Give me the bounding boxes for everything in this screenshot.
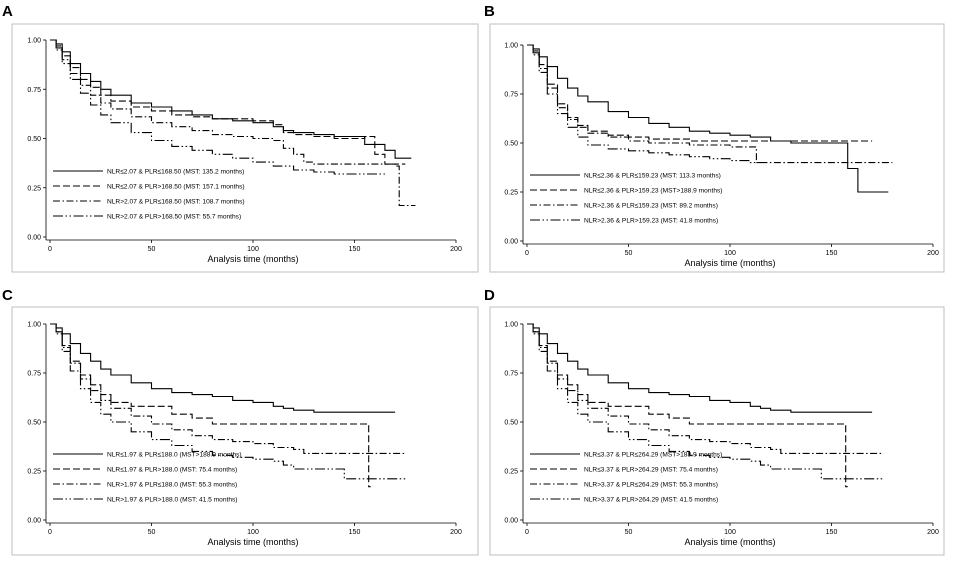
panel-frame xyxy=(11,23,479,273)
y-tick-label: 0.75 xyxy=(504,92,518,99)
x-tick-label: 0 xyxy=(48,246,52,253)
legend: NLR≤2.36 & PLR≤159.23 (MST: 113.3 months… xyxy=(530,172,723,224)
legend-label: NLR>3.37 & PLR≤264.29 (MST: 55.3 months) xyxy=(584,481,718,488)
x-tick-label: 0 xyxy=(48,529,52,536)
series-line-dashdot xyxy=(527,44,893,164)
legend-label: NLR≤2.07 & PLR>168.50 (MST: 157.1 months… xyxy=(107,183,245,190)
series-line-dashed xyxy=(50,39,406,165)
y-tick-label: 0.75 xyxy=(27,371,41,378)
x-tick-label: 50 xyxy=(148,529,156,536)
x-tick-label: 150 xyxy=(826,250,838,257)
legend: NLR≤3.37 & PLR≤264.29 (MST>188.9 months)… xyxy=(530,451,722,503)
x-tick-label: 200 xyxy=(450,246,462,253)
x-tick-label: 100 xyxy=(724,250,736,257)
y-tick-label: 0.50 xyxy=(27,420,41,427)
y-tick-label: 1.00 xyxy=(27,322,41,329)
legend-label: NLR≤1.97 & PLR≤188.0 (MST>188.9 months) xyxy=(107,451,242,458)
y-tick-label: 1.00 xyxy=(27,38,41,45)
y-tick-label: 0.50 xyxy=(504,420,518,427)
panel-label: D xyxy=(484,287,495,304)
x-tick-label: 200 xyxy=(927,529,939,536)
y-tick-label: 0.25 xyxy=(504,469,518,476)
series-line-dashdot xyxy=(50,323,406,454)
panel-frame xyxy=(489,23,945,273)
series-line-dashed xyxy=(527,323,848,488)
x-tick-label: 50 xyxy=(625,529,633,536)
panel-b: B 0.00 0.25 0.50 0.75 1.00 0 50 100 150 200 Analysi… xyxy=(484,3,945,273)
y-tick-label: 0.25 xyxy=(504,190,518,197)
legend-label: NLR≤3.37 & PLR≤264.29 (MST>188.9 months) xyxy=(584,451,722,458)
x-tick-label: 0 xyxy=(525,529,529,536)
panel-frame xyxy=(11,306,479,556)
y-tick-label: 0.00 xyxy=(27,235,41,242)
x-axis-title: Analysis time (months) xyxy=(684,258,775,268)
legend-label: NLR>2.36 & PLR≤159.23 (MST: 89.2 months) xyxy=(584,202,718,209)
x-tick-label: 200 xyxy=(927,250,939,257)
x-tick-label: 50 xyxy=(148,246,156,253)
legend-label: NLR≤2.36 & PLR>159.23 (MST>188.9 months) xyxy=(584,187,723,194)
panel-label: C xyxy=(2,287,13,304)
legend-label: NLR≤2.07 & PLR≤168.50 (MST: 135.2 months… xyxy=(107,168,244,175)
legend-label: NLR>1.97 & PLR>188.0 (MST: 41.5 months) xyxy=(107,496,237,503)
x-tick-label: 50 xyxy=(625,250,633,257)
panel-label: B xyxy=(484,3,495,20)
x-tick-label: 200 xyxy=(450,529,462,536)
y-tick-label: 0.75 xyxy=(504,371,518,378)
x-tick-label: 100 xyxy=(247,246,259,253)
y-tick-label: 0.00 xyxy=(504,518,518,525)
series-line-longdash xyxy=(527,44,761,164)
x-tick-label: 150 xyxy=(349,246,361,253)
x-axis-title: Analysis time (months) xyxy=(207,537,298,547)
series-line-solid xyxy=(50,323,396,413)
series-line-longdash xyxy=(50,323,406,480)
y-tick-label: 0.00 xyxy=(504,239,518,246)
y-tick-label: 0.00 xyxy=(27,518,41,525)
series-line-solid xyxy=(527,44,889,193)
x-tick-label: 100 xyxy=(247,529,259,536)
x-tick-label: 150 xyxy=(826,529,838,536)
y-tick-label: 0.25 xyxy=(27,469,41,476)
y-tick-label: 1.00 xyxy=(504,322,518,329)
panel-label: A xyxy=(2,3,13,20)
legend-label: NLR>1.97 & PLR≤188.0 (MST: 55.3 months) xyxy=(107,481,237,488)
series-line-dashdot xyxy=(527,323,883,454)
legend-label: NLR>2.07 & PLR≤168.50 (MST: 108.7 months… xyxy=(107,198,245,205)
legend-label: NLR≤1.97 & PLR>188.0 (MST: 75.4 months) xyxy=(107,466,237,473)
x-tick-label: 0 xyxy=(525,250,529,257)
legend-label: NLR≤2.36 & PLR≤159.23 (MST: 113.3 months… xyxy=(584,172,721,179)
series-line-longdash xyxy=(50,39,385,175)
series-line-dashdot xyxy=(50,39,416,207)
series-line-solid xyxy=(50,39,412,159)
y-tick-label: 0.75 xyxy=(27,87,41,94)
legend: NLR≤2.07 & PLR≤168.50 (MST: 135.2 months… xyxy=(53,168,245,220)
panel-frame xyxy=(489,306,945,556)
y-tick-label: 0.50 xyxy=(27,136,41,143)
x-axis-title: Analysis time (months) xyxy=(207,254,298,264)
legend: NLR≤1.97 & PLR≤188.0 (MST>188.9 months) N… xyxy=(53,451,242,503)
x-axis-title: Analysis time (months) xyxy=(684,537,775,547)
legend-label: NLR>2.36 & PLR>159.23 (MST: 41.8 months) xyxy=(584,217,718,224)
y-tick-label: 0.50 xyxy=(504,141,518,148)
series-line-longdash xyxy=(527,323,883,480)
y-tick-label: 0.25 xyxy=(27,185,41,192)
y-tick-label: 1.00 xyxy=(504,43,518,50)
x-tick-label: 150 xyxy=(349,529,361,536)
series-line-dashed xyxy=(527,44,873,142)
panel-a: A 0.00 0.25 0.50 0.75 1.00 0 50 100 150 200 Analysi… xyxy=(2,3,479,273)
x-tick-label: 100 xyxy=(724,529,736,536)
legend-label: NLR>3.37 & PLR>264.29 (MST: 41.5 months) xyxy=(584,496,718,503)
legend-label: NLR≤3.37 & PLR>264.29 (MST: 75.4 months) xyxy=(584,466,718,473)
legend-label: NLR>2.07 & PLR>168.50 (MST: 55.7 months) xyxy=(107,213,241,220)
panel-c: C 0.00 0.25 0.50 0.75 1.00 0 50 100 150 200 Analysi… xyxy=(2,287,479,556)
panel-d: D 0.00 0.25 0.50 0.75 1.00 0 50 100 150 200 Analysi… xyxy=(484,287,945,556)
series-line-solid xyxy=(527,323,873,413)
series-line-dashed xyxy=(50,323,371,488)
